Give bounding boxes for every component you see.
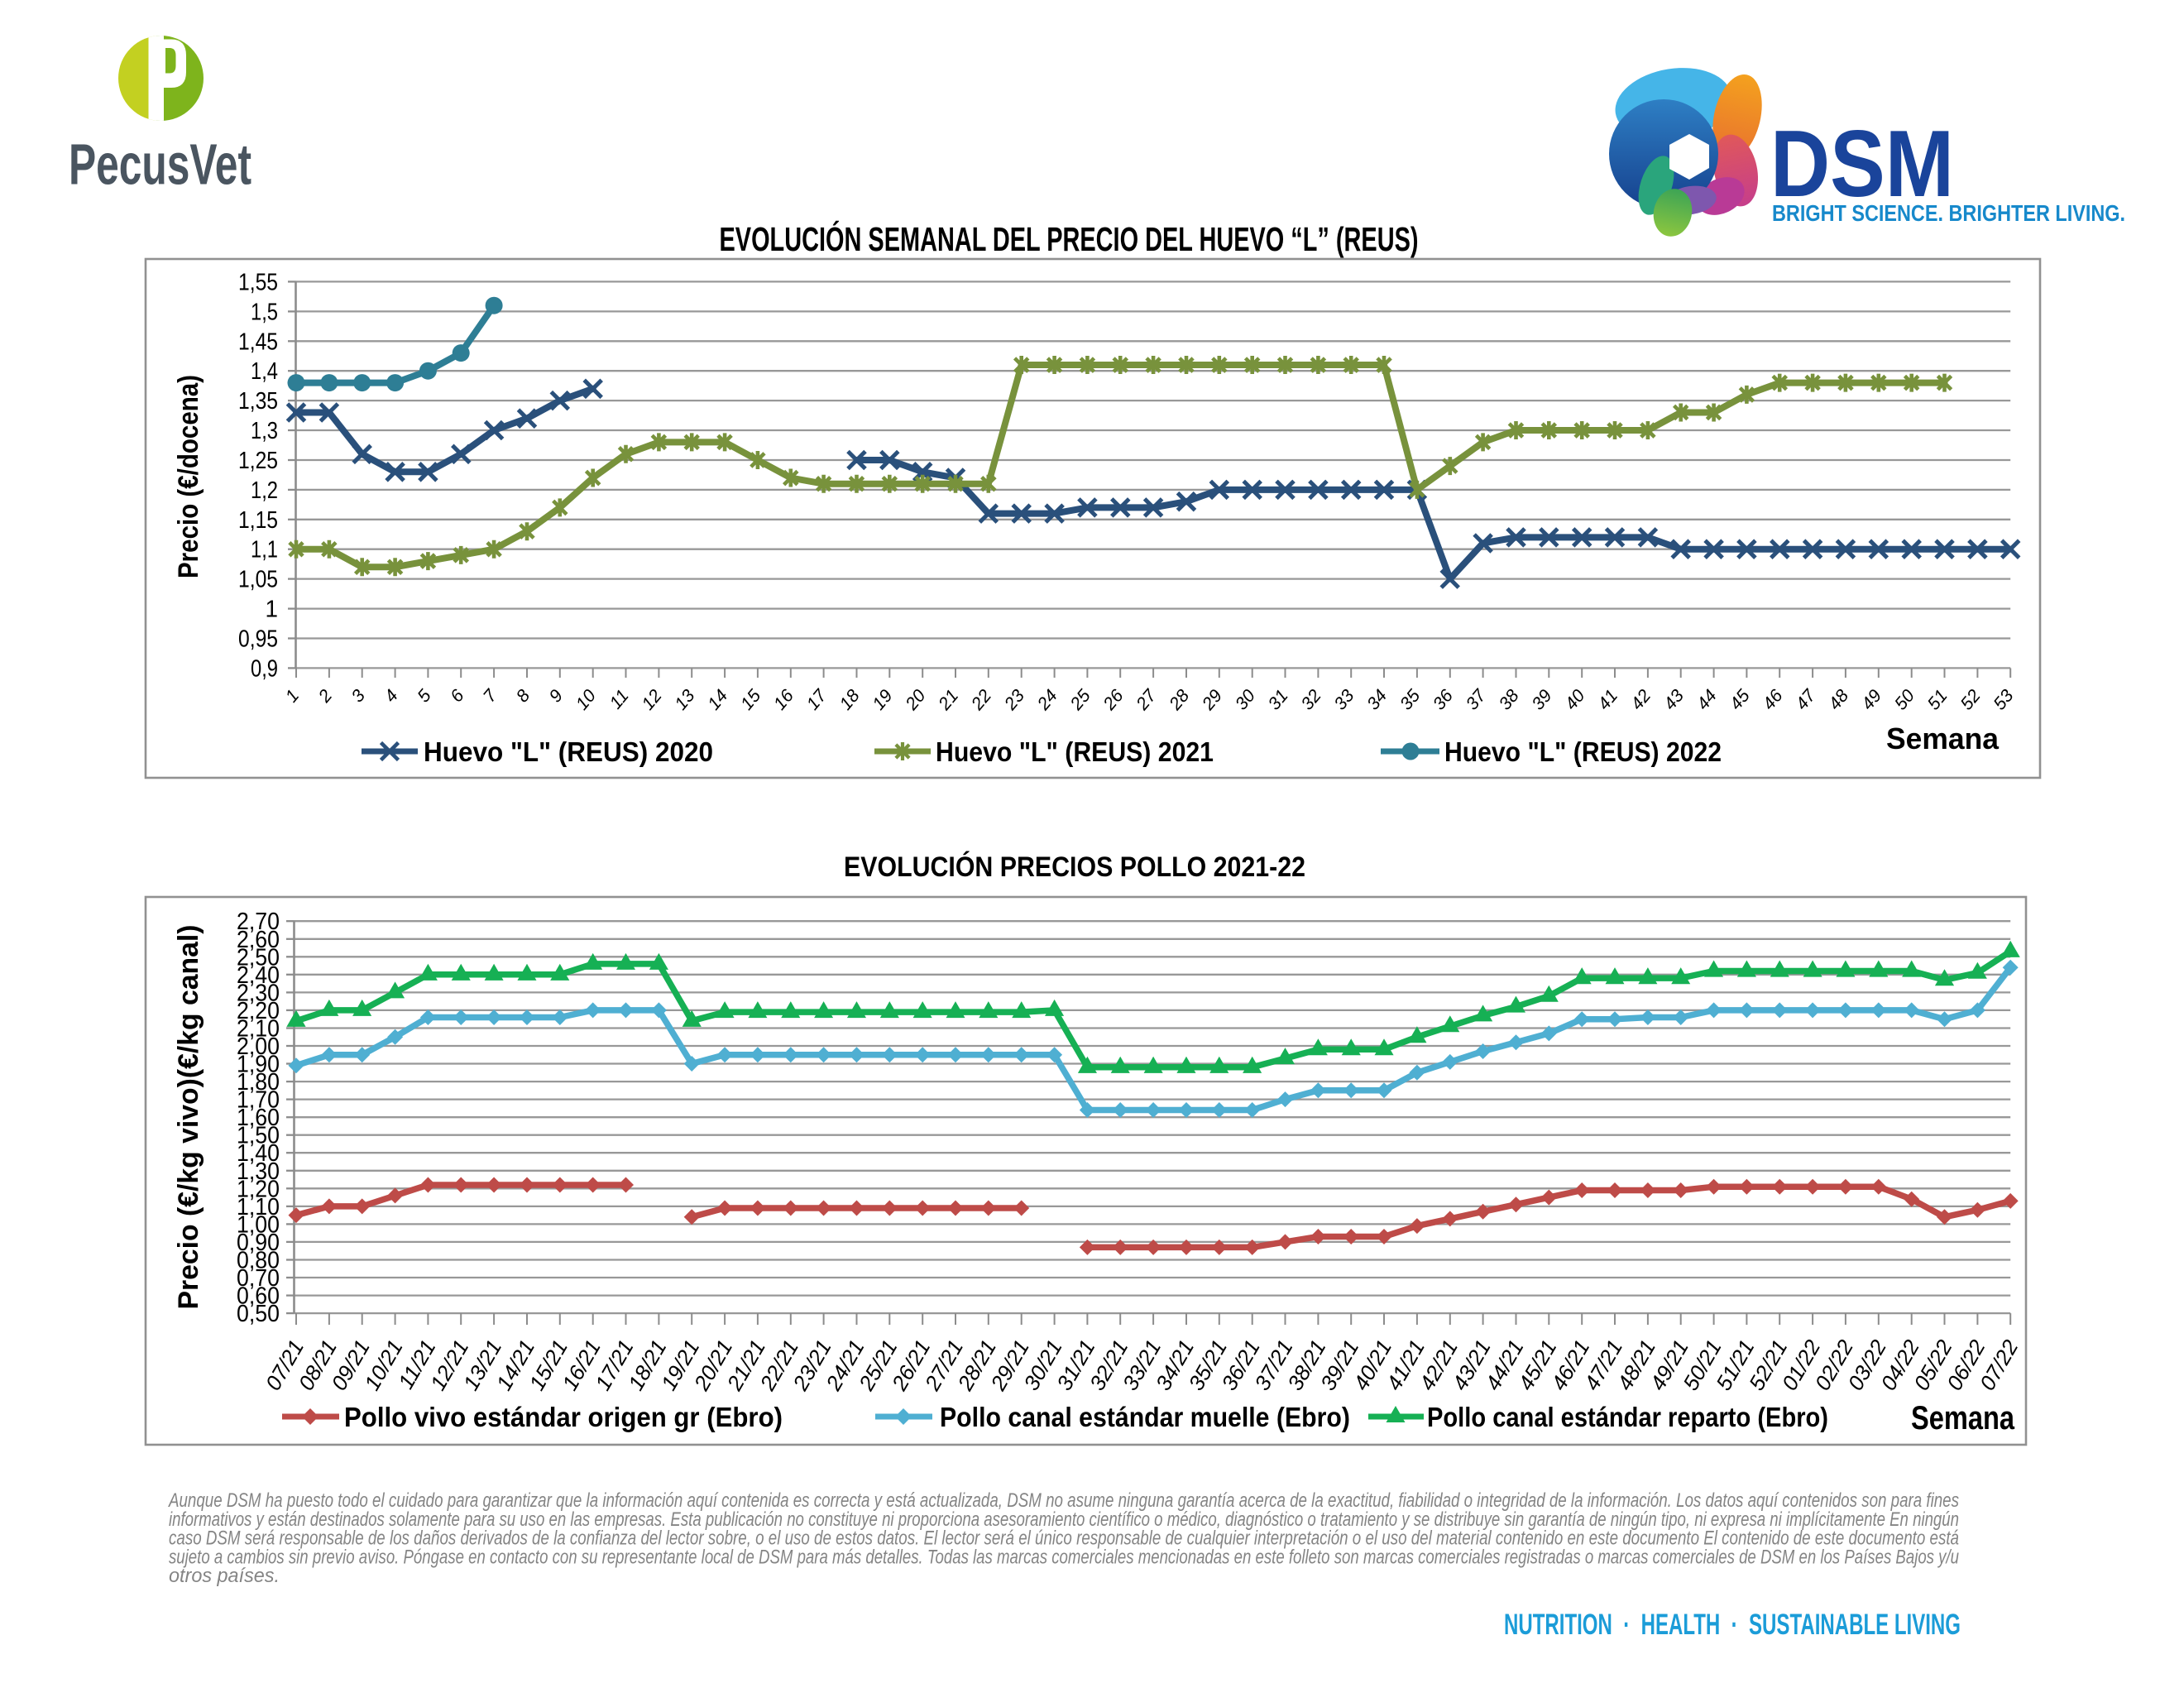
svg-text:Huevo "L" (REUS) 2020: Huevo "L" (REUS) 2020 <box>424 736 713 767</box>
svg-text:PecusVet: PecusVet <box>69 132 251 197</box>
svg-text:1,05: 1,05 <box>238 567 278 593</box>
svg-text:2,10: 2,10 <box>237 1016 280 1043</box>
svg-text:Semana: Semana <box>1911 1400 2015 1436</box>
svg-text:1: 1 <box>266 597 279 623</box>
svg-text:1,3: 1,3 <box>251 418 278 444</box>
svg-text:1,70: 1,70 <box>237 1087 280 1114</box>
svg-text:2,50: 2,50 <box>237 944 280 971</box>
svg-text:1,40: 1,40 <box>237 1140 280 1167</box>
svg-text:1,25: 1,25 <box>238 448 278 474</box>
svg-text:otros países.: otros países. <box>169 1565 280 1587</box>
svg-text:1,90: 1,90 <box>237 1052 280 1078</box>
svg-text:0,60: 0,60 <box>237 1283 280 1310</box>
svg-text:Pollo canal estándar muelle (E: Pollo canal estándar muelle (Ebro) <box>940 1402 1350 1432</box>
svg-text:Huevo "L" (REUS) 2022: Huevo "L" (REUS) 2022 <box>1444 736 1722 767</box>
svg-text:0,95: 0,95 <box>238 626 278 653</box>
svg-text:1,45: 1,45 <box>238 328 278 355</box>
svg-text:caso DSM será responsable de l: caso DSM será responsable de los daños d… <box>169 1527 1959 1550</box>
svg-text:Semana: Semana <box>1886 722 2000 755</box>
svg-text:2,70: 2,70 <box>237 909 280 935</box>
svg-text:1,00: 1,00 <box>237 1211 280 1238</box>
svg-text:EVOLUCIÓN PRECIOS POLLO 2021-2: EVOLUCIÓN PRECIOS POLLO 2021-22 <box>844 851 1305 883</box>
svg-text:2,30: 2,30 <box>237 980 280 1006</box>
svg-text:Pollo vivo estándar origen gr: Pollo vivo estándar origen gr (Ebro) <box>344 1402 783 1432</box>
svg-text:1,20: 1,20 <box>237 1176 280 1202</box>
svg-text:NUTRITION · HEALTH · SUSTA: NUTRITION · HEALTH · SUSTAINABLE LIVING <box>1504 1609 1961 1641</box>
svg-text:1,55: 1,55 <box>238 269 278 295</box>
svg-text:2,60: 2,60 <box>237 927 280 953</box>
svg-text:EVOLUCIÓN SEMANAL DEL PRECIO D: EVOLUCIÓN SEMANAL DEL PRECIO DEL HUEVO “… <box>720 220 1419 258</box>
svg-text:sujeto a cambios sin previo av: sujeto a cambios sin previo aviso. Pónga… <box>169 1546 1959 1568</box>
svg-text:DSM: DSM <box>1770 112 1954 217</box>
svg-text:Aunque DSM ha puesto todo el c: Aunque DSM ha puesto todo el cuidado par… <box>167 1489 1959 1512</box>
svg-text:1,60: 1,60 <box>237 1105 280 1131</box>
svg-text:1,50: 1,50 <box>237 1123 280 1149</box>
svg-text:1,80: 1,80 <box>237 1069 280 1096</box>
svg-text:1,4: 1,4 <box>251 358 278 385</box>
svg-text:1,30: 1,30 <box>237 1158 280 1185</box>
svg-text:2,20: 2,20 <box>237 998 280 1024</box>
svg-text:informativos y están destinado: informativos y están destinados solament… <box>169 1508 1959 1531</box>
svg-text:Precio (€/docena): Precio (€/docena) <box>173 375 204 578</box>
svg-text:1,2: 1,2 <box>251 477 278 504</box>
svg-text:0,9: 0,9 <box>251 655 278 682</box>
svg-text:2,00: 2,00 <box>237 1033 280 1060</box>
svg-text:2,40: 2,40 <box>237 962 280 989</box>
svg-text:0,90: 0,90 <box>237 1230 280 1256</box>
svg-text:1,35: 1,35 <box>238 388 278 415</box>
svg-text:1,1: 1,1 <box>251 537 278 563</box>
svg-text:Huevo "L" (REUS) 2021: Huevo "L" (REUS) 2021 <box>936 736 1214 767</box>
svg-text:1,5: 1,5 <box>251 299 278 325</box>
svg-text:0,50: 0,50 <box>237 1301 280 1327</box>
svg-text:Precio (€/kg vivo)(€/kg canal): Precio (€/kg vivo)(€/kg canal) <box>173 925 204 1310</box>
svg-text:0,70: 0,70 <box>237 1265 280 1292</box>
svg-text:1,15: 1,15 <box>238 507 278 534</box>
svg-text:0,80: 0,80 <box>237 1248 280 1274</box>
svg-text:1,10: 1,10 <box>237 1194 280 1220</box>
svg-text:Pollo canal estándar reparto (: Pollo canal estándar reparto (Ebro) <box>1427 1402 1828 1432</box>
svg-text:BRIGHT SCIENCE. BRIGHTER LIVIN: BRIGHT SCIENCE. BRIGHTER LIVING. <box>1772 200 2125 226</box>
